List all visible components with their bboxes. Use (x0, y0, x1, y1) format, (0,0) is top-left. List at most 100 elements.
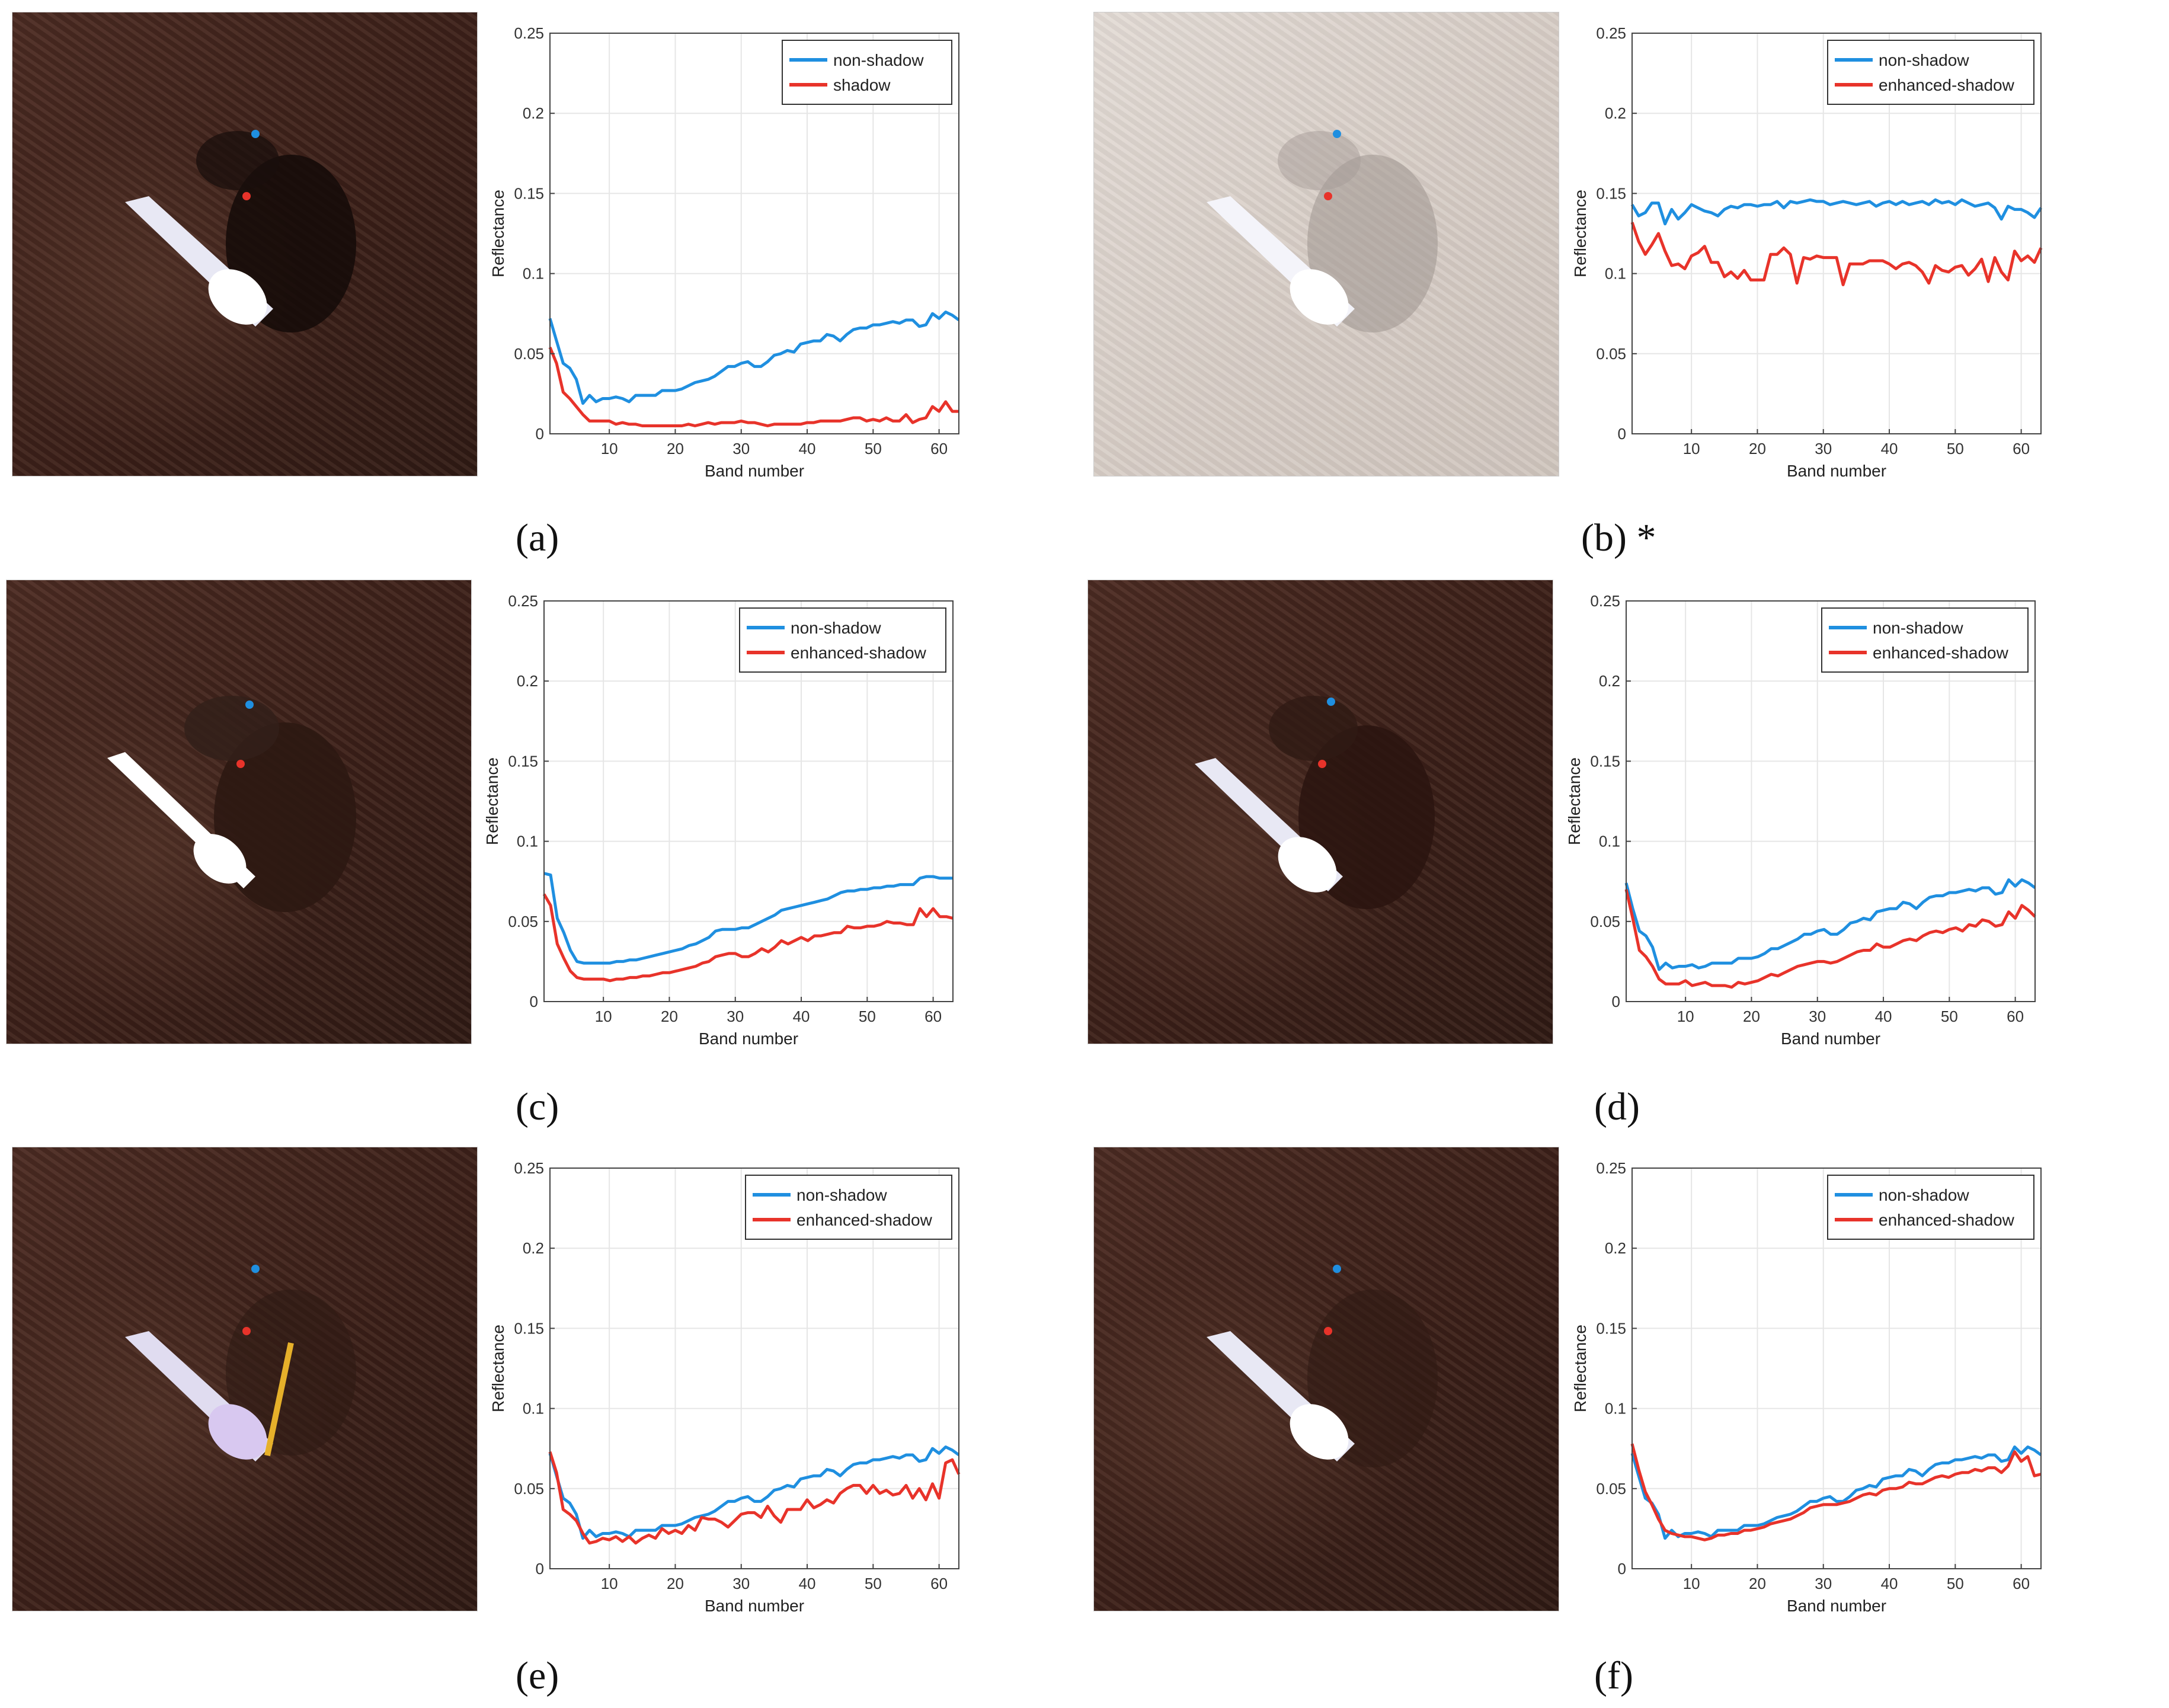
y-tick-label: 0 (530, 993, 538, 1010)
x-tick-label: 30 (1815, 440, 1832, 458)
axes-box (549, 1168, 959, 1569)
axes-box (549, 33, 959, 434)
y-tick-label: 0 (1612, 993, 1620, 1010)
chart-panel-c: 10 20 30 40 50 60 0 0.05 0.1 0.15 0.2 0.25 Band numb… (474, 580, 959, 1054)
y-tick-label: 0.15 (508, 752, 538, 770)
legend: non-shadow enhanced-shadow (1827, 40, 2034, 105)
y-tick-label: 0.05 (508, 913, 538, 930)
series-line-enhanced-shadow (548, 1451, 961, 1545)
x-tick-label: 10 (601, 1575, 618, 1592)
x-tick-label: 40 (799, 440, 816, 458)
x-tick-label: 30 (727, 1007, 744, 1025)
y-tick-label: 0.15 (1596, 1319, 1626, 1337)
legend: non-shadow enhanced-shadow (745, 1175, 952, 1240)
image-panel-a (12, 12, 478, 476)
image-panel-d (1087, 580, 1553, 1044)
y-axis-label: Reflectance (483, 757, 501, 845)
x-tick-label: 60 (2007, 1007, 2024, 1025)
caption-a: (a) (516, 516, 559, 559)
x-tick-label: 60 (2013, 440, 2030, 458)
y-tick-label: 0.2 (1599, 672, 1620, 690)
caption-d: (d) (1594, 1085, 1640, 1128)
x-tick-label: 50 (865, 440, 882, 458)
image-panel-e (12, 1147, 478, 1611)
y-tick-label: 0.1 (523, 1400, 544, 1418)
axes-box (1626, 600, 2036, 1002)
legend-label-shadow: shadow (833, 76, 891, 94)
series-line-enhanced-shadow (1630, 1443, 2042, 1541)
legend-label-enhanced-shadow: enhanced-shadow (1879, 1211, 2015, 1229)
caption-c: (c) (516, 1085, 559, 1128)
x-tick-label: 20 (661, 1007, 678, 1025)
y-tick-label: 0.25 (1596, 1159, 1626, 1177)
caption-e: (e) (516, 1654, 559, 1697)
legend-label-enhanced-shadow: enhanced-shadow (1879, 76, 2015, 94)
y-tick-label: 0.2 (523, 104, 544, 122)
legend-label-enhanced-shadow: enhanced-shadow (796, 1211, 933, 1229)
legend-label-non-shadow: non-shadow (1879, 1186, 1969, 1204)
x-tick-label: 10 (601, 440, 618, 458)
y-tick-label: 0.2 (1605, 104, 1626, 122)
series-line-non-shadow (1624, 878, 2036, 971)
series-line-non-shadow (543, 872, 953, 965)
caption-b: (b) * (1581, 516, 1656, 559)
y-axis-label: Reflectance (489, 190, 507, 277)
y-tick-label: 0.1 (1599, 833, 1620, 850)
legend-box (782, 40, 952, 105)
y-axis-label: Reflectance (489, 1325, 507, 1412)
x-tick-label: 40 (1881, 440, 1898, 458)
legend: non-shadow enhanced-shadow (1821, 607, 2029, 673)
legend-box (745, 1175, 952, 1240)
y-tick-label: 0.2 (1605, 1239, 1626, 1257)
x-tick-label: 10 (1677, 1007, 1694, 1025)
legend-box (1821, 607, 2029, 673)
legend-label-non-shadow: non-shadow (833, 51, 924, 69)
y-axis-label: Reflectance (1565, 757, 1583, 845)
caption-f: (f) (1594, 1654, 1633, 1697)
chart-panel-b: 10 20 30 40 50 60 0 0.05 0.1 0.15 0.2 0.25 Band numb… (1562, 12, 2047, 486)
x-tick-label: 60 (930, 1575, 948, 1592)
legend: non-shadow enhanced-shadow (1827, 1175, 2034, 1240)
helicopter-scene-b (1207, 130, 1438, 332)
helicopter-scene-e (125, 1265, 356, 1461)
helicopter-scene-f (1207, 1265, 1438, 1467)
chart-panel-e: 10 20 30 40 50 60 0 0.05 0.1 0.15 0.2 0.25 Band numb… (480, 1147, 965, 1621)
y-tick-label: 0 (536, 1560, 544, 1578)
series-line-shadow (548, 347, 959, 427)
y-tick-label: 0.25 (514, 1159, 544, 1177)
series-line-enhanced-shadow (542, 893, 954, 983)
y-axis-label: Reflectance (1571, 190, 1589, 277)
x-tick-label: 30 (732, 1575, 750, 1592)
chart-panel-a: 10 20 30 40 50 60 0 0.05 0.1 0.15 0.2 0.25 Band numb… (480, 12, 965, 486)
x-tick-label: 50 (859, 1007, 876, 1025)
x-tick-label: 40 (793, 1007, 810, 1025)
series-line-non-shadow (548, 1445, 960, 1540)
series-line-enhanced-shadow (1630, 222, 2043, 286)
helicopter-scene-c (107, 696, 356, 912)
x-tick-label: 40 (799, 1575, 816, 1592)
series-line-non-shadow (548, 311, 960, 405)
y-tick-label: 0.15 (1590, 752, 1620, 770)
legend: non-shadow enhanced-shadow (739, 607, 946, 673)
y-axis-label: Reflectance (1571, 1325, 1589, 1412)
spectrum-chart-e: 10 20 30 40 50 60 0 0.05 0.1 0.15 0.2 0.25 Band numb… (489, 1159, 961, 1615)
legend-label-non-shadow: non-shadow (1873, 619, 1963, 637)
x-axis-label: Band number (705, 1597, 804, 1615)
y-tick-label: 0.2 (523, 1239, 544, 1257)
y-tick-label: 0.25 (508, 592, 538, 610)
x-tick-label: 50 (1947, 1575, 1964, 1592)
x-tick-label: 60 (2013, 1575, 2030, 1592)
x-tick-label: 50 (1941, 1007, 1958, 1025)
legend-label-non-shadow: non-shadow (1879, 51, 1969, 69)
y-tick-label: 0.1 (523, 265, 544, 283)
x-tick-label: 10 (1683, 440, 1700, 458)
x-axis-label: Band number (699, 1029, 798, 1048)
x-tick-label: 30 (732, 440, 750, 458)
y-tick-label: 0.1 (1605, 265, 1626, 283)
spectrum-chart-d: 10 20 30 40 50 60 0 0.05 0.1 0.15 0.2 0.25 Band numb… (1565, 592, 2036, 1048)
x-tick-label: 20 (667, 440, 684, 458)
series-line-enhanced-shadow (1624, 889, 2036, 989)
y-tick-label: 0 (536, 425, 544, 443)
legend-box (739, 607, 946, 673)
x-tick-label: 10 (1683, 1575, 1700, 1592)
